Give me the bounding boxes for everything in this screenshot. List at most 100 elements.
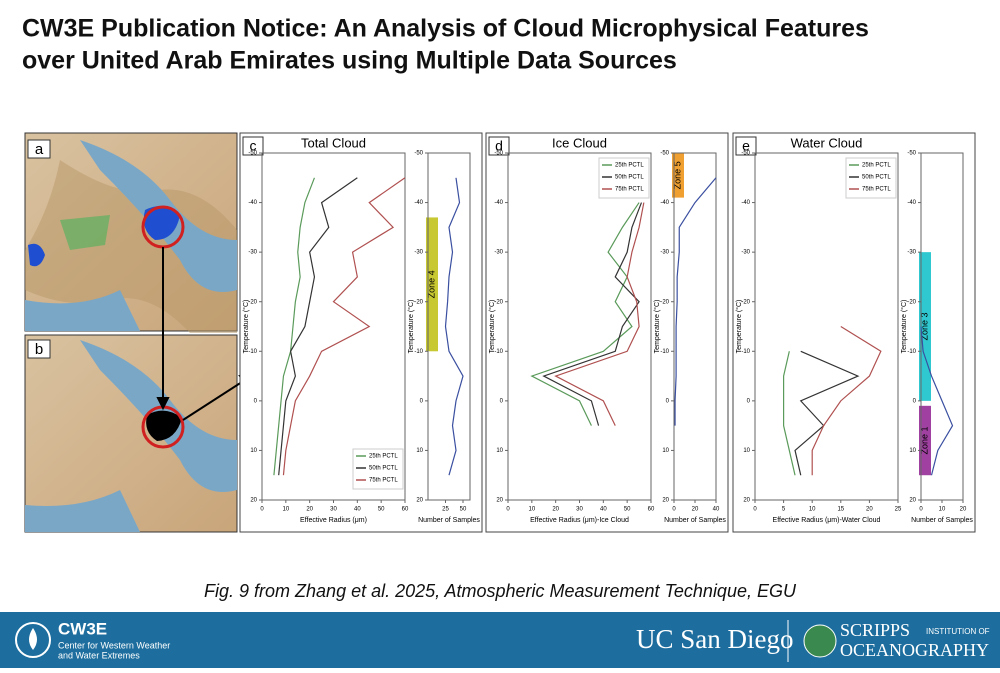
caption: Fig. 9 from Zhang et al. 2025, Atmospher…	[204, 581, 797, 601]
y-tick-label: 10	[743, 448, 750, 454]
y-tick-label: 0	[254, 398, 258, 404]
y-tick-label: -30	[414, 250, 423, 256]
y-tick-label: -20	[660, 299, 669, 305]
x-tick-label: 0	[919, 507, 923, 513]
legend-label: 50th PCTL	[369, 466, 398, 472]
y-tick-label: -50	[248, 151, 257, 157]
x-tick-label: 60	[648, 507, 655, 513]
y-tick-label: -40	[248, 200, 257, 206]
legend-label: 50th PCTL	[615, 175, 644, 181]
y-tick-label: -50	[414, 151, 423, 157]
panel-letter-box	[242, 136, 264, 156]
y-tick-label: 10	[250, 448, 257, 454]
scripps-logo: OCEANOGRAPHY	[840, 640, 989, 660]
y-tick-label: -10	[660, 349, 669, 355]
y-tick-label: -30	[248, 250, 257, 256]
zone-label: Zone 1	[919, 426, 929, 454]
map-b: b	[24, 334, 238, 533]
panel-letter: a	[35, 141, 44, 158]
panel-letter: e	[742, 138, 750, 154]
series-line	[282, 177, 406, 476]
y-axis-label: Temperature (°C)	[900, 300, 908, 354]
x-axis-label: Number of Samples	[911, 517, 973, 524]
legend-label: 75th PCTL	[369, 478, 398, 484]
x-tick-label: 0	[260, 507, 264, 513]
y-axis-label: Temperature (°C)	[488, 300, 496, 354]
x-tick-label: 5	[782, 507, 786, 513]
zone	[426, 217, 438, 352]
legend-label: 50th PCTL	[862, 175, 891, 181]
y-tick-label: 10	[909, 448, 916, 454]
title: CW3E Publication Notice: An Analysis of …	[22, 15, 869, 43]
y-tick-label: -40	[660, 200, 669, 206]
x-axis-label: Number of Samples	[664, 517, 726, 524]
y-tick-label: -10	[248, 349, 257, 355]
panel-letter-box	[488, 136, 510, 156]
samples-line	[444, 177, 464, 476]
globe	[803, 624, 837, 658]
x-tick-label: 0	[753, 507, 757, 513]
x-tick-label: 15	[837, 507, 844, 513]
x-tick-label: 10	[282, 507, 289, 513]
y-tick-label: -50	[494, 151, 503, 157]
y-tick-label: -30	[907, 250, 916, 256]
x-tick-label: 30	[576, 507, 583, 513]
samples-line	[674, 177, 717, 426]
panel-frame	[485, 132, 729, 533]
ucsd-logo: UC San Diego	[636, 624, 794, 654]
legend-label: 25th PCTL	[369, 454, 398, 460]
x-tick-label: 20	[866, 507, 873, 513]
y-axis-label: Temperature (°C)	[242, 300, 250, 354]
y-tick-label: -10	[414, 349, 423, 355]
logo-mark	[15, 622, 51, 658]
zone	[919, 405, 931, 476]
plot-frame	[754, 152, 899, 501]
x-tick-label: 40	[713, 507, 720, 513]
org-name: CW3E	[58, 619, 107, 638]
x-tick-label: 10	[939, 507, 946, 513]
x-tick-label: 30	[330, 507, 337, 513]
x-tick-label: 20	[306, 507, 313, 513]
y-tick-label: 0	[500, 398, 504, 404]
y-tick-label: 0	[666, 398, 670, 404]
y-tick-label: 0	[420, 398, 424, 404]
x-tick-label: 60	[402, 507, 409, 513]
y-tick-label: -50	[660, 151, 669, 157]
y-axis-label: Temperature (°C)	[735, 300, 743, 354]
y-tick-label: -40	[414, 200, 423, 206]
y-tick-label: -30	[741, 250, 750, 256]
series-line	[811, 325, 882, 476]
panel-title: Water Cloud	[791, 135, 863, 150]
x-tick-label: 0	[672, 507, 676, 513]
y-tick-label: 20	[496, 498, 503, 504]
series-line	[782, 351, 796, 476]
panel-letter-box	[735, 136, 757, 156]
panel-title: Total Cloud	[301, 135, 366, 150]
plot-frame	[427, 152, 471, 501]
y-tick-label: -10	[494, 349, 503, 355]
series-line	[530, 202, 640, 426]
y-tick-label: -30	[494, 250, 503, 256]
logo-drop	[29, 628, 37, 650]
y-tick-label: 10	[662, 448, 669, 454]
y-tick-label: -40	[741, 200, 750, 206]
y-tick-label: 20	[416, 498, 423, 504]
series-line	[542, 202, 643, 426]
x-tick-label: 50	[378, 507, 385, 513]
y-tick-label: 20	[909, 498, 916, 504]
zone	[919, 252, 931, 401]
legend-label: 75th PCTL	[615, 187, 644, 193]
zone	[672, 153, 684, 198]
panel-letter: c	[250, 138, 257, 154]
panel-letter: b	[35, 341, 43, 358]
x-tick-label: 25	[442, 507, 449, 513]
legend-label: 25th PCTL	[862, 163, 891, 169]
x-tick-label: 20	[552, 507, 559, 513]
samples-line	[920, 326, 954, 476]
zone-label: Zone 5	[672, 161, 682, 189]
org-line: Center for Western Weather	[58, 640, 170, 650]
legend-label: 75th PCTL	[862, 187, 891, 193]
x-axis-label: Effective Radius (μm)-Ice Cloud	[530, 517, 629, 524]
x-tick-label: 0	[506, 507, 510, 513]
